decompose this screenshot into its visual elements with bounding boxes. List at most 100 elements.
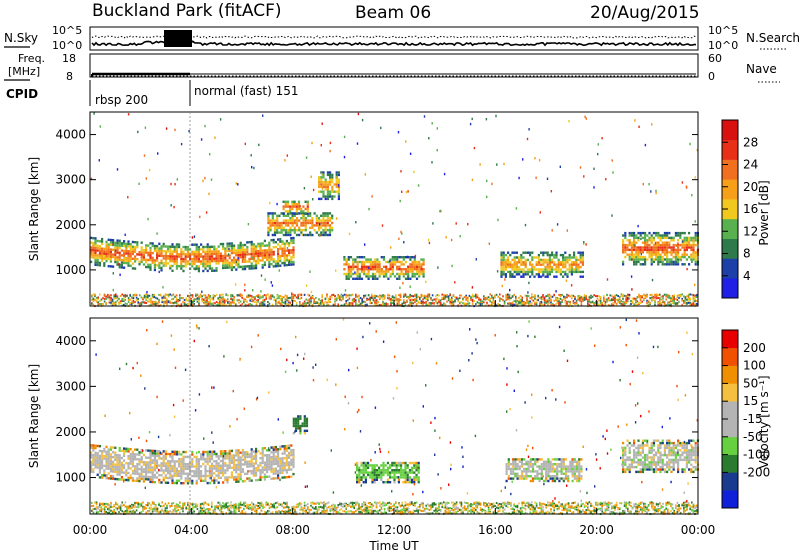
echo-cell — [152, 452, 154, 454]
echo-cell — [575, 256, 577, 258]
echo-cell — [669, 297, 671, 299]
echo-cell — [180, 453, 182, 455]
echo-cell — [644, 258, 646, 260]
echo-cell — [504, 278, 505, 280]
echo-cell — [145, 127, 146, 129]
echo-cell — [569, 266, 571, 268]
echo-cell — [514, 264, 516, 266]
echo-cell — [103, 255, 105, 257]
echo-cell — [229, 476, 231, 478]
echo-cell — [207, 475, 209, 477]
echo-cell — [176, 248, 178, 250]
echo-cell — [500, 254, 502, 256]
echo-cell — [560, 261, 562, 263]
echo-cell — [158, 457, 160, 459]
echo-cell — [329, 193, 331, 195]
echo-cell — [276, 217, 278, 219]
echo-cell — [549, 264, 551, 266]
echo-cell — [381, 256, 383, 258]
echo-cell — [101, 474, 103, 476]
echo-cell — [191, 461, 193, 463]
echo-cell — [112, 451, 114, 453]
date-title: 20/Aug/2015 — [590, 3, 700, 23]
echo-cell — [637, 258, 639, 260]
echo-cell — [670, 299, 672, 301]
echo-cell — [473, 300, 475, 302]
echo-cell — [321, 300, 323, 302]
echo-cell — [673, 249, 675, 251]
echo-cell — [289, 227, 291, 229]
echo-cell — [231, 474, 233, 476]
echo-cell — [627, 300, 629, 302]
echo-cell — [401, 256, 403, 258]
echo-cell — [672, 302, 674, 304]
echo-cell — [684, 256, 686, 258]
echo-cell — [204, 246, 206, 248]
echo-cell — [285, 231, 287, 233]
echo-cell — [220, 460, 222, 462]
echo-cell — [174, 475, 176, 477]
echo-cell — [549, 256, 551, 258]
echo-cell — [171, 270, 173, 272]
echo-cell — [149, 469, 151, 471]
echo-cell — [220, 243, 222, 245]
echo-cell — [149, 252, 151, 254]
echo-cell — [298, 219, 300, 221]
echo-cell — [156, 245, 158, 247]
echo-cell — [668, 232, 670, 234]
echo-cell — [352, 266, 354, 268]
echo-cell — [274, 227, 276, 229]
echo-cell — [101, 303, 103, 305]
echo-cell — [105, 467, 107, 469]
echo-cell — [101, 467, 103, 469]
echo-cell — [134, 465, 136, 467]
echo-cell — [205, 295, 207, 297]
echo-cell — [102, 303, 104, 305]
colorbar-segment — [722, 239, 738, 259]
echo-cell — [213, 465, 215, 467]
echo-cell — [322, 193, 324, 195]
echo-cell — [110, 453, 112, 455]
echo-cell — [476, 258, 477, 260]
echo-cell — [246, 295, 248, 297]
echo-cell — [97, 240, 99, 242]
echo-cell — [418, 268, 420, 270]
echo-cell — [664, 244, 666, 246]
echo-cell — [336, 174, 338, 176]
colorbar-tick-label: 28 — [743, 135, 758, 149]
echo-cell — [357, 270, 359, 272]
echo-cell — [141, 242, 143, 244]
echo-cell — [145, 302, 147, 304]
echo-cell — [231, 250, 233, 252]
echo-cell — [270, 219, 272, 221]
echo-cell — [501, 298, 503, 300]
echo-cell — [309, 295, 311, 297]
echo-cell — [305, 299, 307, 301]
echo-cell — [489, 300, 491, 302]
echo-cell — [287, 222, 289, 224]
echo-cell — [193, 456, 195, 458]
echo-cell — [303, 217, 305, 219]
echo-cell — [292, 263, 294, 265]
echo-cell — [112, 303, 114, 305]
echo-cell — [262, 469, 264, 471]
echo-cell — [296, 302, 298, 304]
echo-cell — [158, 481, 160, 483]
echo-cell — [211, 470, 213, 472]
echo-cell — [97, 261, 99, 263]
echo-cell — [329, 301, 331, 303]
echo-cell — [267, 217, 269, 219]
echo-cell — [582, 300, 584, 302]
echo-cell — [127, 260, 129, 262]
echo-cell — [646, 300, 648, 302]
echo-cell — [500, 266, 502, 268]
echo-cell — [154, 245, 156, 247]
echo-cell — [338, 179, 340, 181]
echo-cell — [437, 266, 438, 268]
echo-cell — [289, 231, 291, 233]
colorbar-tick-label: 8 — [743, 247, 751, 261]
echo-cell — [292, 242, 294, 244]
echo-cell — [158, 243, 160, 245]
echo-cell — [555, 299, 557, 301]
echo-cell — [348, 266, 350, 268]
